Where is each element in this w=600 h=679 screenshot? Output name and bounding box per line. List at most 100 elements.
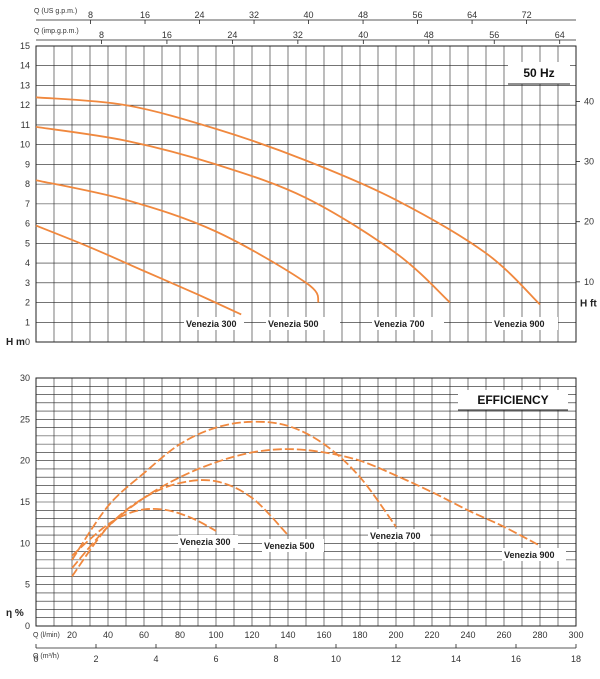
efficiency-label: EFFICIENCY: [477, 393, 548, 407]
x-tick-label: 240: [460, 630, 475, 640]
curve-label-bg: [368, 529, 430, 542]
y-tick-label: 11: [21, 120, 30, 130]
y-tick-label: 13: [20, 80, 30, 90]
x-tick-label: 140: [280, 630, 295, 640]
head-frame: [35, 45, 577, 343]
efficiency-curve-1: [71, 507, 217, 557]
y-tick-label: 9: [25, 159, 30, 169]
y-tick-label: 0: [25, 337, 30, 347]
m3h-tick-label: 0: [33, 654, 38, 664]
m3h-tick-label: 12: [391, 654, 401, 664]
x-tick-label: 20: [67, 630, 77, 640]
head-curve-4: [35, 96, 541, 306]
ft-tick-label: 20: [584, 217, 594, 227]
head-curve-label: Venezia 500: [268, 319, 319, 329]
head-curve-label: Venezia 700: [374, 319, 425, 329]
m3h-tick-label: 16: [511, 654, 521, 664]
y-tick-label: 8: [25, 179, 30, 189]
us-gpm-tick-label: 32: [249, 10, 259, 20]
x-tick-label: 120: [244, 630, 259, 640]
head-curve-label: Venezia 900: [494, 319, 545, 329]
efficiency-curve-4: [71, 448, 541, 569]
y-tick-label: 15: [20, 41, 30, 51]
y-tick-label: 5: [25, 238, 30, 248]
m3h-tick-label: 6: [213, 654, 218, 664]
y-tick-label: 10: [20, 140, 30, 150]
head-curve-2: [35, 179, 320, 303]
us-gpm-axis-title: Q (US g.p.m.): [34, 8, 77, 15]
x-axis-title-2: Q (m³/h): [33, 653, 59, 660]
y-tick-label: 25: [20, 414, 30, 424]
y-tick-label: 6: [25, 219, 30, 229]
y-tick-label: 12: [20, 100, 30, 110]
y-tick-label: 7: [25, 199, 30, 209]
curve-label-bg: [502, 548, 566, 561]
x-tick-label: 60: [139, 630, 149, 640]
imp-gpm-tick-label: 56: [489, 30, 499, 40]
y-tick-label: 0: [25, 621, 30, 631]
head-curve-1: [35, 224, 242, 316]
head-curve-3: [35, 126, 451, 304]
us-gpm-tick-label: 24: [195, 10, 205, 20]
x-tick-label: 300: [568, 630, 583, 640]
curve-label-bg: [492, 317, 558, 330]
efficiency-grid: [36, 378, 576, 626]
y-tick-label: 20: [20, 456, 30, 466]
y-tick-label: 14: [20, 61, 30, 71]
x-tick-label: 280: [532, 630, 547, 640]
imp-gpm-tick-label: 48: [424, 30, 434, 40]
efficiency-frame: [35, 377, 577, 627]
ft-tick-label: 40: [584, 96, 594, 106]
us-gpm-tick-label: 56: [413, 10, 423, 20]
head-curve-label: Venezia 300: [186, 319, 237, 329]
imp-gpm-axis-title: Q (imp.g.p.m.): [34, 28, 79, 35]
efficiency-curve-3: [71, 420, 397, 561]
us-gpm-tick-label: 64: [467, 10, 477, 20]
y-axis-title: η %: [6, 608, 24, 619]
x-axis-title: Q (l/min): [33, 632, 60, 639]
imp-gpm-tick-label: 8: [99, 30, 104, 40]
x-tick-label: 100: [208, 630, 223, 640]
head-grid: [36, 46, 576, 342]
us-gpm-tick-label: 8: [88, 10, 93, 20]
x-tick-label: 40: [103, 630, 113, 640]
m3h-tick-label: 2: [93, 654, 98, 664]
curve-label-bg: [372, 317, 444, 330]
x-tick-label: 180: [352, 630, 367, 640]
freq-label-box: [508, 62, 570, 84]
y-tick-label: 5: [25, 580, 30, 590]
y-axis-title: H m: [6, 337, 25, 348]
efficiency-curve-label: Venezia 700: [370, 531, 421, 541]
x-tick-label: 80: [175, 630, 185, 640]
y-tick-label: 10: [20, 538, 30, 548]
curve-label-bg: [184, 317, 244, 330]
m3h-tick-label: 10: [331, 654, 341, 664]
m3h-tick-label: 8: [273, 654, 278, 664]
imp-gpm-tick-label: 16: [162, 30, 172, 40]
freq-label: 50 Hz: [523, 66, 554, 80]
curve-label-bg: [266, 317, 340, 330]
y-tick-label: 1: [25, 317, 30, 327]
y-tick-label: 2: [25, 298, 30, 308]
x-tick-label: 220: [424, 630, 439, 640]
us-gpm-tick-label: 16: [140, 10, 150, 20]
m3h-tick-label: 18: [571, 654, 581, 664]
x-tick-label: 200: [388, 630, 403, 640]
y-tick-label: 4: [25, 258, 30, 268]
ft-tick-label: 10: [584, 277, 594, 287]
imp-gpm-tick-label: 24: [227, 30, 237, 40]
m3h-tick-label: 4: [153, 654, 158, 664]
efficiency-curve-label: Venezia 900: [504, 550, 555, 560]
curve-label-bg: [262, 539, 324, 552]
curve-label-bg: [178, 535, 238, 548]
imp-gpm-tick-label: 32: [293, 30, 303, 40]
efficiency-curve-label: Venezia 500: [264, 541, 315, 551]
y-axis-title-right: H ft: [580, 298, 597, 309]
us-gpm-tick-label: 72: [522, 10, 532, 20]
y-tick-label: 30: [20, 373, 30, 383]
y-tick-label: 3: [25, 278, 30, 288]
m3h-tick-label: 14: [451, 654, 461, 664]
